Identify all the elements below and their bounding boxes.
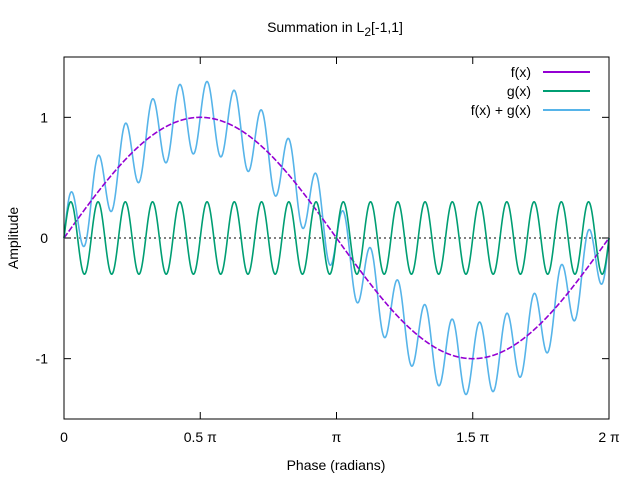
y-tick-label: 1 [40,109,48,125]
legend: f(x) g(x) f(x) + g(x) [471,64,590,118]
chart-title-main: Summation in L [267,19,364,35]
chart-title-tail: [-1,1] [371,19,403,35]
series-layer [63,80,610,396]
legend-label: f(x) [511,64,531,80]
x-tick-label: 0 [60,429,68,445]
x-axis-label: Phase (radians) [287,457,386,473]
y-tick-label: 0 [40,230,48,246]
axis-ticks: 0 0.5 π π 1.5 π 2 π 1 0 -1 [36,57,620,445]
x-tick-label: 1.5 π [456,429,489,445]
x-tick-label: 2 π [598,429,620,445]
y-tick-label: -1 [36,351,49,367]
x-tick-label: 0.5 π [184,429,217,445]
chart-title-subscript: 2 [364,25,371,39]
legend-label: g(x) [507,83,531,99]
chart-title: Summation in L2[-1,1] [267,19,403,39]
x-tick-label: π [332,429,342,445]
series-line-1 [63,201,610,275]
y-axis-label: Amplitude [5,207,21,269]
plot-frame [63,56,610,420]
legend-label: f(x) + g(x) [471,102,531,118]
